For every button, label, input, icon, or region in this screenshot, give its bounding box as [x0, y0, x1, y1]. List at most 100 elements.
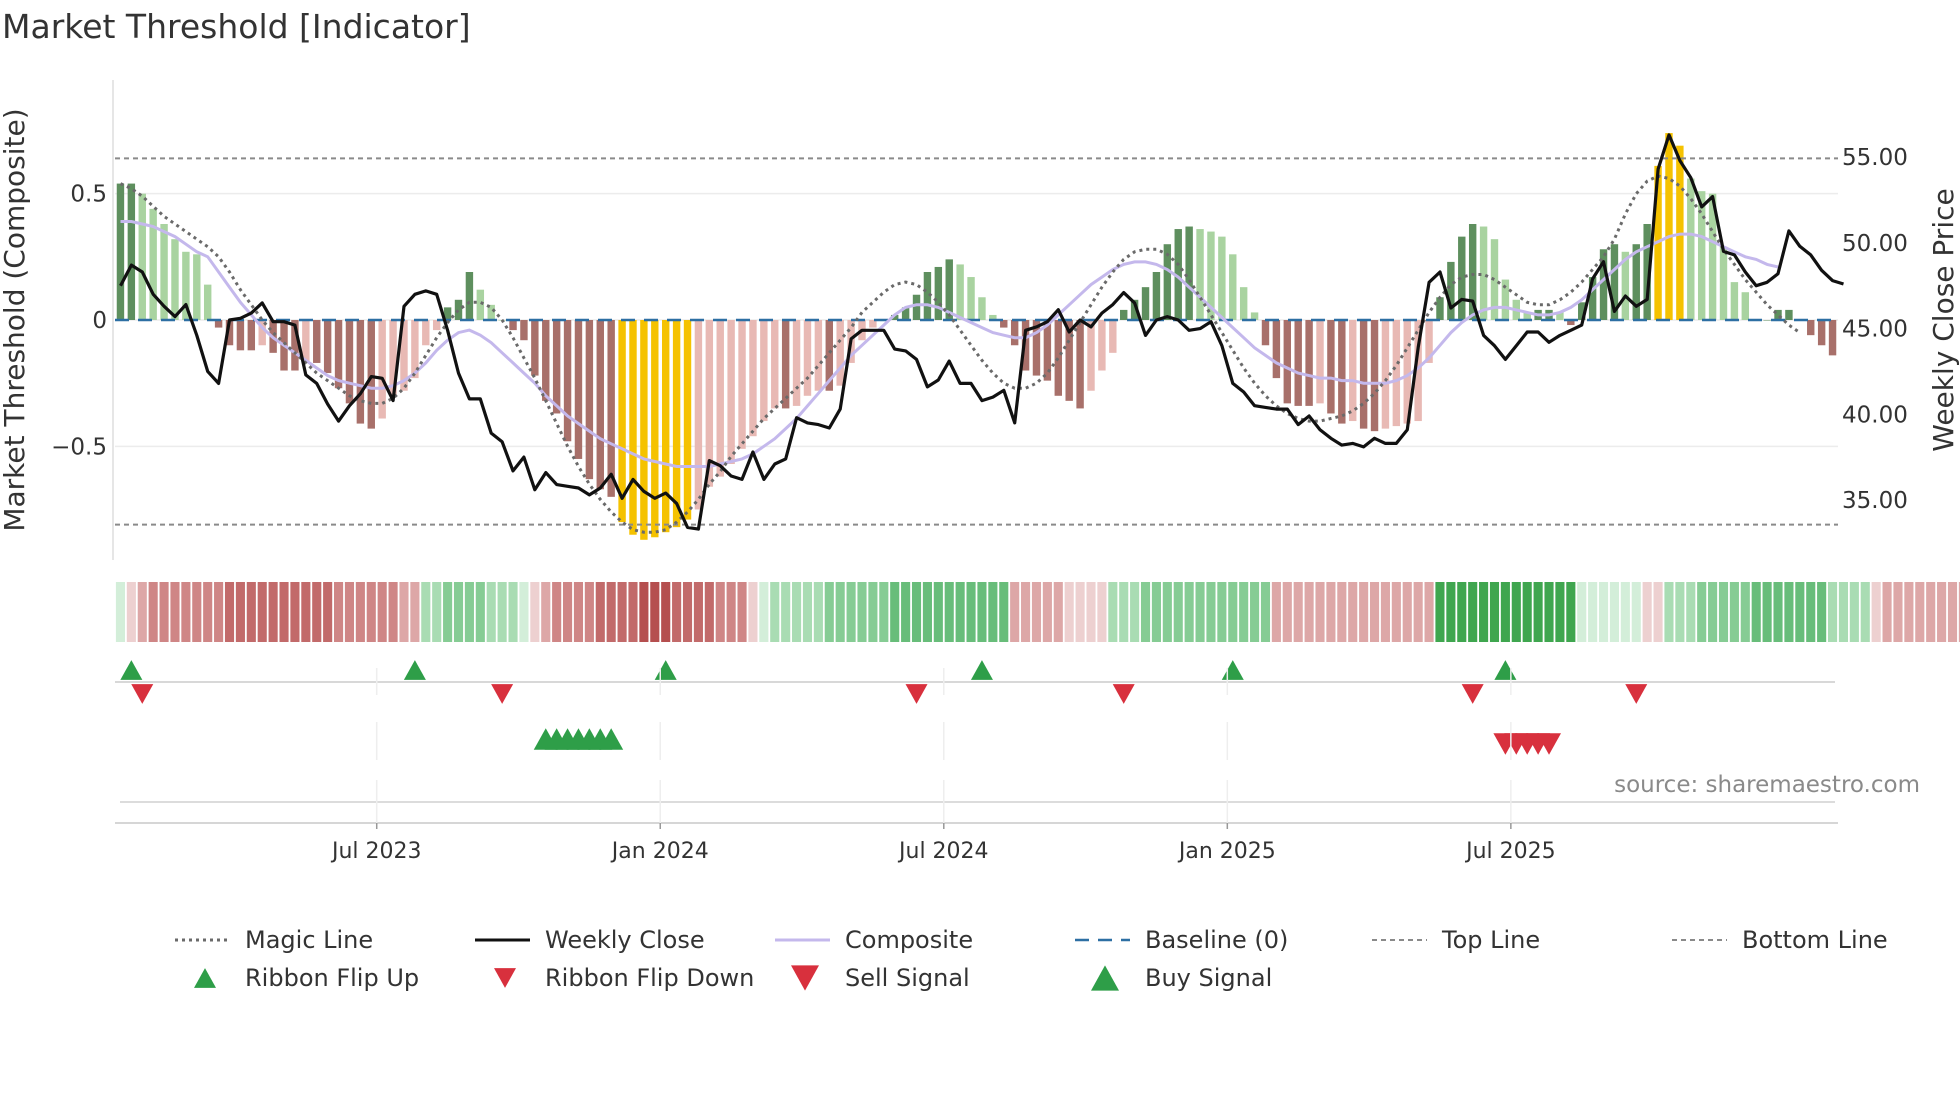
composite-bar [1076, 320, 1084, 409]
ribbon-cell [966, 582, 976, 642]
weekly-close-line [119, 133, 1844, 531]
legend-symbol-sell-signal [791, 965, 819, 991]
ribbon-cell [399, 582, 409, 642]
ribbon-flip-down-marker [1625, 684, 1648, 704]
composite-bar [465, 272, 474, 320]
composite-bar [258, 320, 266, 346]
ribbon-cell [497, 582, 507, 642]
ribbon-cell [1021, 582, 1031, 642]
ribbon-cell [1413, 582, 1423, 642]
axes: 0.5 0 −0.5 55.00 50.00 45.00 40.00 35.00 [51, 80, 1908, 560]
legend-label: Buy Signal [1145, 964, 1272, 992]
ribbon-cell [1479, 582, 1489, 642]
composite-bar [945, 259, 953, 320]
composite-bar [1381, 320, 1390, 429]
composite-bar [618, 320, 626, 523]
composite-bar [400, 320, 408, 391]
ribbon-flip-down-marker [491, 684, 514, 704]
y2-tick-label: 35.00 [1842, 488, 1908, 514]
ribbon-cell [1130, 582, 1140, 642]
composite-line [120, 220, 1779, 468]
composite-bar [1697, 191, 1706, 320]
ribbon-cell [1457, 582, 1467, 642]
y2-tick-label: 45.00 [1842, 317, 1908, 343]
ribbon-cell [1762, 582, 1772, 642]
composite-bar [1567, 320, 1575, 326]
composite-bar [891, 314, 899, 320]
ribbon-cell [1304, 582, 1314, 642]
composite-bar [1621, 251, 1630, 320]
legend-label: Weekly Close [545, 926, 705, 954]
composite-bar [214, 320, 223, 328]
ribbon-cell [944, 582, 954, 642]
ribbon-cell [475, 582, 485, 642]
composite-bar [869, 320, 877, 328]
ribbon-cell [1228, 582, 1238, 642]
ribbon-cell [312, 582, 322, 642]
composite-bar [585, 320, 594, 480]
ribbon-cell [1664, 582, 1674, 642]
ribbon-cell [595, 582, 605, 642]
ribbon-cell [1860, 582, 1870, 642]
ribbon-cell [1380, 582, 1390, 642]
ribbon-cell [410, 582, 420, 642]
legend-symbol-flip-up [194, 968, 216, 988]
ribbon-cell [214, 582, 224, 642]
ribbon-cell [159, 582, 169, 642]
ribbon-cell [868, 582, 878, 642]
composite-bar [1174, 229, 1182, 320]
ribbon-cell [1904, 582, 1914, 642]
ribbon-cell [443, 582, 453, 642]
composite-bar [1817, 320, 1826, 346]
legend: Magic Line Weekly Close Composite Baseline … [175, 926, 1888, 992]
composite-bar [1043, 320, 1052, 381]
ribbon-cell [377, 582, 387, 642]
ribbon-cell [1282, 582, 1292, 642]
ribbon-cell [1740, 582, 1750, 642]
composite-bar [1141, 287, 1150, 320]
ribbon-cell [170, 582, 180, 642]
composite-bar [1218, 236, 1226, 320]
legend-symbol-flip-down [494, 968, 516, 988]
ribbon-cell [693, 582, 703, 642]
ribbon-cell [715, 582, 725, 642]
composite-bar [781, 320, 790, 409]
legend-symbol-buy-signal [1091, 965, 1119, 991]
composite-bar [334, 320, 343, 389]
composite-bar [1665, 133, 1673, 320]
ribbon-cell [933, 582, 943, 642]
composite-bar [803, 320, 812, 396]
ribbon-flip-up-marker [970, 660, 993, 680]
composite-bar [291, 320, 299, 371]
ribbon-cell [1708, 582, 1718, 642]
ribbon-cell [977, 582, 987, 642]
ribbon-cell [1620, 582, 1630, 642]
buy-signal-marker [599, 728, 624, 750]
composite-bars [116, 133, 1837, 540]
composite-bar [1316, 320, 1324, 404]
composite-bar [1087, 320, 1095, 391]
ribbon-cell [1773, 582, 1783, 642]
composite-bar [1000, 320, 1008, 328]
composite-bar [302, 320, 310, 363]
ribbon-cell [759, 582, 769, 642]
ribbon-cell [126, 582, 136, 642]
ribbon-cell [1588, 582, 1598, 642]
composite-bar [1370, 320, 1379, 432]
ribbon-cell [1500, 582, 1510, 642]
ribbon-cell [355, 582, 365, 642]
ribbon-flip-down-marker [1112, 684, 1135, 704]
ribbon-cell [1882, 582, 1892, 642]
ribbon-cell [366, 582, 376, 642]
composite-bar [727, 320, 735, 464]
legend-label: Bottom Line [1742, 926, 1888, 954]
composite-bar [171, 239, 179, 320]
y2-tick-label: 55.00 [1842, 145, 1908, 171]
ribbon-cell [1446, 582, 1456, 642]
composite-bar [1359, 320, 1368, 429]
composite-bar [1468, 224, 1477, 320]
composite-bar [1501, 279, 1510, 320]
ribbon-cell [606, 582, 616, 642]
ribbon-cell [1926, 582, 1936, 642]
legend-label: Ribbon Flip Up [245, 964, 419, 992]
